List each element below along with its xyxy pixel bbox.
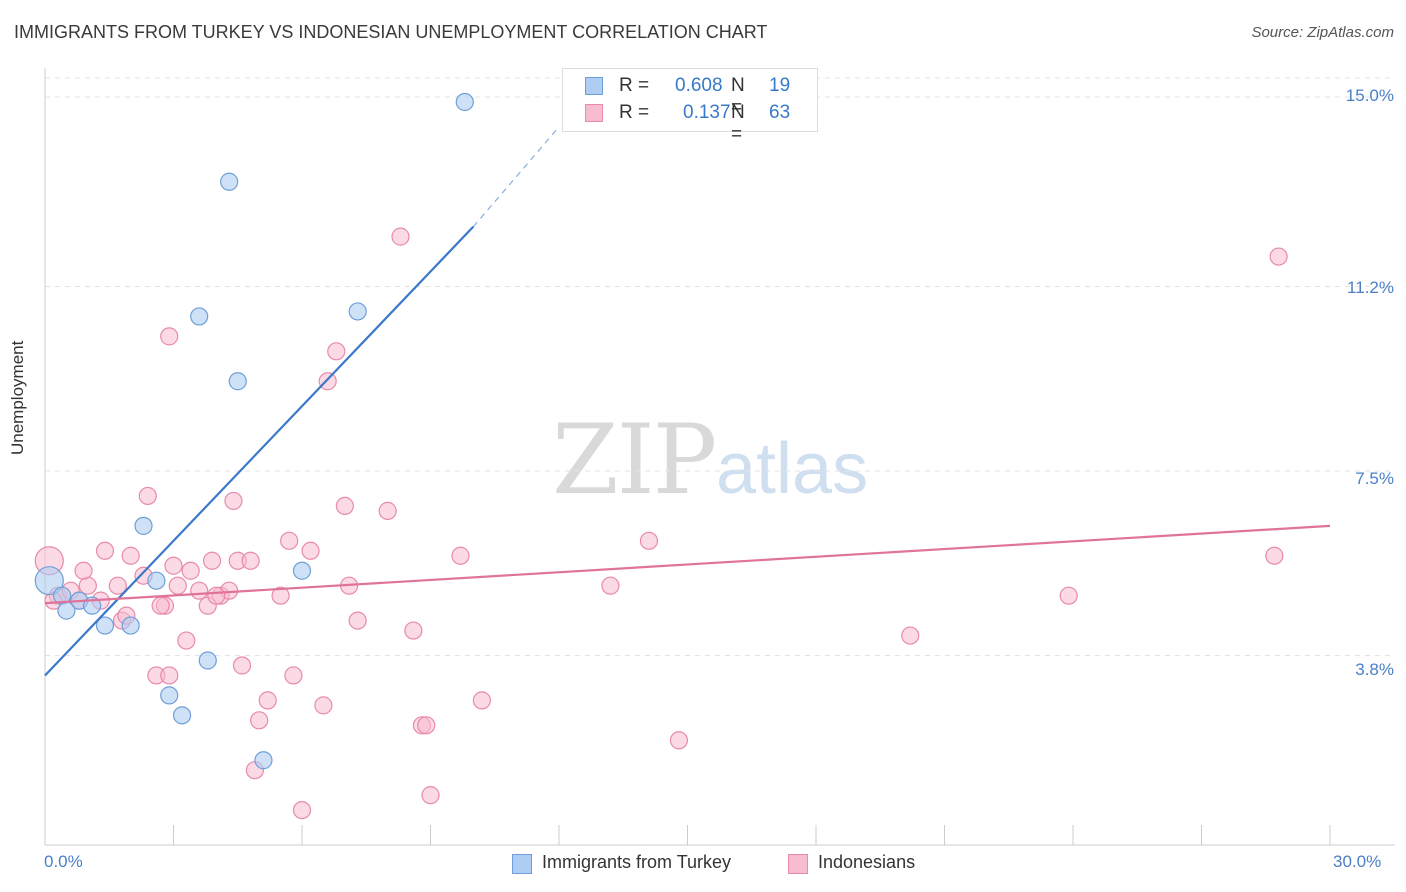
correlation-legend: R = 0.608 N = 19 R = 0.137 N = 63 [562, 68, 818, 145]
indonesians-point [404, 621, 423, 640]
indonesians-point [378, 501, 397, 520]
legend-n-label: N = [731, 75, 745, 118]
legend-r-label: R = [619, 75, 650, 96]
turkey-point [134, 516, 153, 535]
chart-title: IMMIGRANTS FROM TURKEY VS INDONESIAN UNE… [14, 22, 768, 42]
indonesians-point [258, 691, 277, 710]
turkey-point [57, 601, 76, 620]
indonesians-point [78, 576, 97, 595]
trend-lines [44, 126, 1331, 677]
turkey-point [190, 307, 209, 326]
indonesians-point [472, 691, 491, 710]
indonesians-point [160, 666, 179, 685]
turkey-point [160, 686, 179, 705]
indonesians-point [335, 496, 354, 516]
source-credit: Source: ZipAtlas.com [1251, 24, 1394, 41]
indonesians-point [241, 551, 260, 570]
indonesians-point [669, 731, 689, 750]
legend-swatch-turkey [585, 77, 603, 95]
turkey-points [34, 92, 474, 770]
indonesians-point [108, 576, 127, 595]
legend-swatch-indonesians [585, 104, 603, 122]
turkey-point [455, 92, 474, 112]
indonesians-point [318, 372, 337, 391]
y-tick-label: 11.2% [1347, 278, 1394, 297]
indonesians-trend-line [44, 524, 1331, 605]
indonesians-point [314, 696, 333, 715]
turkey-point [95, 616, 115, 635]
indonesians-point [391, 227, 410, 246]
y-tick-label: 15.0% [1345, 86, 1394, 105]
legend-n-label: N = [731, 102, 745, 145]
y-tick-label: 3.8% [1355, 660, 1394, 679]
swatch-indonesians [788, 854, 808, 874]
turkey-trend-line [44, 225, 475, 677]
indonesians-point [224, 491, 243, 511]
indonesians-point [250, 711, 269, 730]
indonesians-point [168, 576, 187, 595]
indonesians-point [1269, 247, 1288, 266]
x-tick-label: 30.0% [1333, 852, 1382, 871]
turkey-point [172, 706, 192, 725]
indonesians-point [292, 800, 312, 820]
swatch-turkey [512, 854, 532, 874]
turkey-point [121, 616, 140, 635]
indonesians-point [271, 586, 290, 605]
indonesians-point [190, 581, 209, 600]
indonesians-point [348, 611, 367, 630]
indonesians-point [1059, 586, 1078, 605]
turkey-point [198, 651, 217, 670]
indonesians-point [1265, 546, 1284, 565]
indonesians-point [181, 561, 200, 580]
legend-label-indonesians: Indonesians [818, 852, 916, 872]
indonesians-point [151, 596, 170, 615]
indonesians-point [74, 561, 93, 580]
indonesians-point [327, 342, 346, 361]
turkey-point [34, 566, 64, 596]
legend-r-value: 0.608 [675, 75, 723, 96]
watermark-zip: ZIP [552, 404, 717, 516]
legend-r-label: R = [619, 102, 650, 123]
indonesians-point [901, 626, 920, 645]
legend-n-value: 19 [769, 75, 791, 96]
turkey-point [254, 751, 273, 770]
indonesians-point [601, 576, 620, 595]
indonesians-point [451, 546, 470, 565]
legend-r-value: 0.137 [683, 102, 731, 123]
indonesians-point [280, 531, 299, 550]
axes [44, 68, 1395, 846]
turkey-point [348, 302, 367, 321]
indonesians-point [95, 541, 115, 560]
watermark-atlas: atlas [716, 429, 869, 509]
indonesians-point [164, 556, 183, 575]
turkey-point [228, 372, 247, 391]
indonesians-point [207, 586, 226, 605]
x-tick-label: 0.0% [44, 852, 83, 871]
legend-label-turkey: Immigrants from Turkey [542, 852, 732, 872]
y-tick-label: 7.5% [1355, 469, 1394, 488]
indonesians-point [121, 546, 140, 565]
indonesians-point [232, 656, 252, 675]
indonesians-point [284, 666, 303, 685]
indonesians-point [202, 551, 222, 570]
turkey-point [220, 172, 239, 191]
turkey-trend-extension [472, 126, 560, 228]
indonesians-point [138, 486, 157, 506]
indonesians-point [301, 541, 320, 560]
indonesians-points [34, 227, 1288, 820]
indonesians-point [417, 716, 436, 735]
indonesians-point [177, 631, 196, 650]
indonesians-point [639, 531, 659, 550]
turkey-point [292, 561, 312, 580]
y-axis-label: Unemployment [8, 340, 27, 455]
turkey-point [147, 571, 166, 590]
indonesians-point [160, 327, 179, 346]
legend-n-value: 63 [769, 102, 791, 123]
indonesians-point [421, 786, 440, 805]
